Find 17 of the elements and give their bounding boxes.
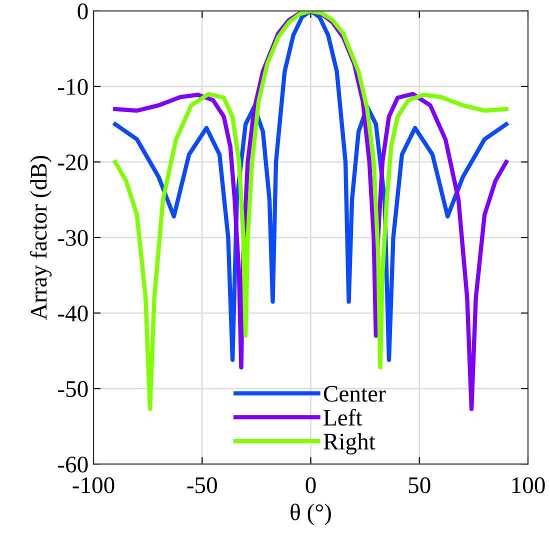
y-axis-title: Array factor (dB) <box>30 156 52 320</box>
legend-label: Left <box>324 408 362 426</box>
y-tick-label: -40 <box>58 306 88 322</box>
y-tick-label: -60 <box>58 456 88 473</box>
x-tick-label: -50 <box>187 477 217 494</box>
x-tick-label: 50 <box>408 477 430 494</box>
x-tick-label: 0 <box>306 477 316 494</box>
y-tick-label: -20 <box>58 154 88 170</box>
y-tick-label: -50 <box>58 381 88 397</box>
legend-label: Right <box>324 432 376 454</box>
y-tick-label: -10 <box>58 78 88 95</box>
x-tick-label: 100 <box>512 477 545 494</box>
legend-label: Center <box>324 386 386 402</box>
y-tick-label: 0 <box>78 3 88 20</box>
y-tick-label: -30 <box>58 230 88 246</box>
x-tick-label: -100 <box>72 477 114 494</box>
x-axis-title: θ (°) <box>290 504 331 526</box>
